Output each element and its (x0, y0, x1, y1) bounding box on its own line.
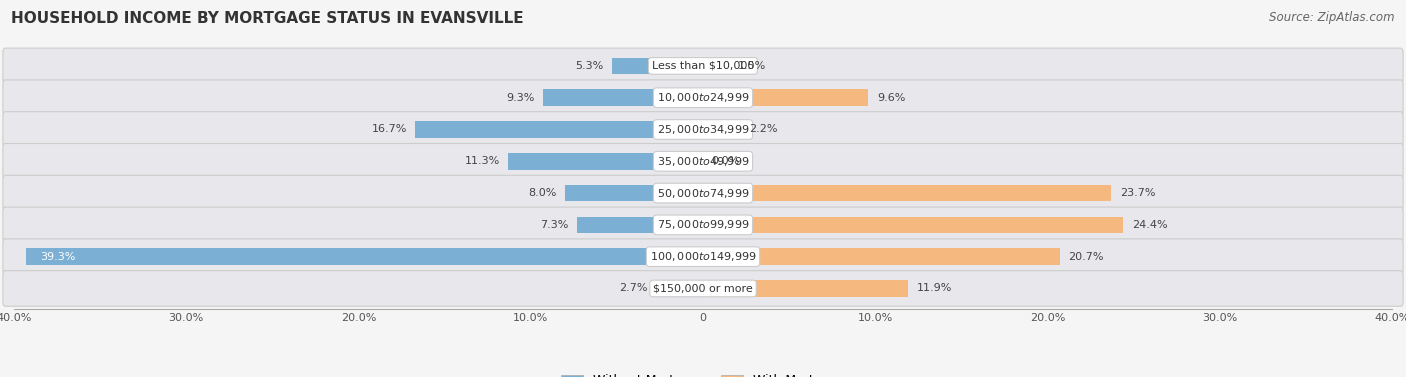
Bar (543, 89, 703, 106)
Bar (565, 185, 703, 201)
Bar (703, 280, 908, 297)
Text: 9.3%: 9.3% (506, 93, 534, 103)
Text: HOUSEHOLD INCOME BY MORTGAGE STATUS IN EVANSVILLE: HOUSEHOLD INCOME BY MORTGAGE STATUS IN E… (11, 11, 524, 26)
FancyBboxPatch shape (3, 271, 1403, 306)
Text: $75,000 to $99,999: $75,000 to $99,999 (657, 218, 749, 231)
Text: 9.6%: 9.6% (877, 93, 905, 103)
Bar (657, 280, 703, 297)
Bar (612, 58, 703, 74)
FancyBboxPatch shape (3, 48, 1403, 84)
Text: 24.4%: 24.4% (1132, 220, 1167, 230)
Text: $10,000 to $24,999: $10,000 to $24,999 (657, 91, 749, 104)
FancyBboxPatch shape (3, 80, 1403, 115)
FancyBboxPatch shape (3, 112, 1403, 147)
Text: 20.7%: 20.7% (1069, 252, 1104, 262)
Bar (703, 217, 1123, 233)
Text: 16.7%: 16.7% (371, 124, 406, 135)
Bar (509, 153, 703, 170)
Bar (27, 248, 703, 265)
Bar (415, 121, 703, 138)
Text: 1.5%: 1.5% (738, 61, 766, 71)
Text: 2.2%: 2.2% (749, 124, 778, 135)
Text: 23.7%: 23.7% (1119, 188, 1156, 198)
FancyBboxPatch shape (3, 239, 1403, 274)
Text: $35,000 to $49,999: $35,000 to $49,999 (657, 155, 749, 168)
Text: 7.3%: 7.3% (540, 220, 568, 230)
Text: Source: ZipAtlas.com: Source: ZipAtlas.com (1270, 11, 1395, 24)
Text: $150,000 or more: $150,000 or more (654, 284, 752, 293)
Text: 0.0%: 0.0% (711, 156, 740, 166)
Bar (703, 185, 1111, 201)
Bar (703, 89, 869, 106)
FancyBboxPatch shape (3, 144, 1403, 179)
Text: $25,000 to $34,999: $25,000 to $34,999 (657, 123, 749, 136)
Text: 11.9%: 11.9% (917, 284, 952, 293)
Text: Less than $10,000: Less than $10,000 (652, 61, 754, 71)
Text: 8.0%: 8.0% (529, 188, 557, 198)
Text: 11.3%: 11.3% (464, 156, 499, 166)
Text: $50,000 to $74,999: $50,000 to $74,999 (657, 187, 749, 199)
Text: 2.7%: 2.7% (620, 284, 648, 293)
Text: 5.3%: 5.3% (575, 61, 603, 71)
FancyBboxPatch shape (3, 207, 1403, 243)
Bar (703, 121, 741, 138)
Text: $100,000 to $149,999: $100,000 to $149,999 (650, 250, 756, 263)
Bar (578, 217, 703, 233)
Text: 39.3%: 39.3% (39, 252, 76, 262)
FancyBboxPatch shape (3, 175, 1403, 211)
Bar (703, 248, 1060, 265)
Bar (703, 58, 728, 74)
Legend: Without Mortgage, With Mortgage: Without Mortgage, With Mortgage (561, 374, 845, 377)
